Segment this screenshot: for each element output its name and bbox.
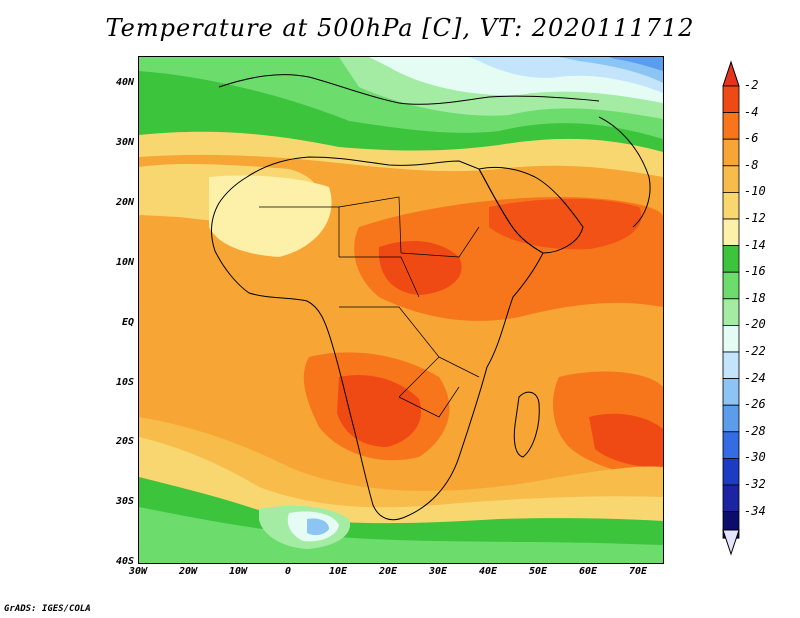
x-tick-label: 20E xyxy=(378,566,398,577)
colorbar-segment xyxy=(722,457,740,486)
colorbar-segment xyxy=(722,138,740,167)
colorbar-segment xyxy=(722,271,740,300)
colorbar-segment xyxy=(722,324,740,353)
y-tick-label: 30S xyxy=(115,496,134,507)
colorbar-segment xyxy=(722,378,740,406)
colorbar-segment xyxy=(722,85,740,114)
y-tick-label: 10N xyxy=(115,257,134,268)
x-tick-label: 70E xyxy=(628,566,648,577)
map-panel xyxy=(138,56,664,564)
x-tick-label: 60E xyxy=(578,566,598,577)
country-borders xyxy=(259,196,480,418)
colorbar-segment xyxy=(722,484,740,513)
colorbar-segment xyxy=(722,351,740,380)
colorbar-label: -28 xyxy=(744,423,766,438)
colorbar-segment xyxy=(722,165,740,193)
colorbar-label: -30 xyxy=(744,450,766,465)
chart-title: Temperature at 500hPa [C], VT: 202011171… xyxy=(105,14,695,42)
colorbar-segment xyxy=(722,404,740,433)
colorbar-label: -14 xyxy=(744,237,766,252)
colorbar-label: -20 xyxy=(744,317,766,332)
field-red-arabia xyxy=(489,198,642,250)
field-blue-north xyxy=(559,57,663,83)
colorbar-label: -18 xyxy=(744,290,766,305)
colorbar xyxy=(722,60,740,556)
x-tick-label: 10E xyxy=(328,566,348,577)
field-deepblue-north xyxy=(609,57,663,71)
field-paleyellow-sahara xyxy=(209,175,332,257)
y-tick-label: 40N xyxy=(115,77,134,88)
field-blue-south xyxy=(307,518,329,536)
x-tick-label: 50E xyxy=(528,566,548,577)
colorbar-label: -2 xyxy=(744,78,759,92)
y-tick-label: 20S xyxy=(115,436,134,447)
colorbar-top-arrow xyxy=(722,60,740,87)
x-tick-label: 0 xyxy=(284,566,292,577)
colorbar-label: -26 xyxy=(744,397,766,412)
temperature-map xyxy=(139,57,663,563)
x-tick-label: 30W xyxy=(128,566,148,577)
y-tick-label: 40S xyxy=(115,556,134,567)
field-lightgreen-south xyxy=(139,507,663,563)
y-tick-label: 30N xyxy=(115,137,134,148)
colorbar-label: -10 xyxy=(744,184,766,199)
colorbar-segment xyxy=(722,218,740,247)
field-red-central xyxy=(378,241,462,295)
colorbar-segments xyxy=(722,85,740,539)
colorbar-label: -12 xyxy=(744,211,766,225)
madagascar-coastline xyxy=(513,391,540,458)
colorbar-label: -32 xyxy=(744,477,766,491)
colorbar-segment xyxy=(722,112,740,140)
colorbar-segment xyxy=(722,431,740,459)
x-tick-label: 10W xyxy=(228,566,248,577)
colorbar-label: -34 xyxy=(744,503,766,518)
y-tick-label: 20N xyxy=(115,197,134,208)
africa-coastline xyxy=(211,156,544,521)
colorbar-label: -8 xyxy=(744,157,759,172)
colorbar-segment xyxy=(722,298,740,326)
arabia-coastline xyxy=(478,166,584,254)
x-tick-label: 20W xyxy=(178,566,198,577)
colorbar-label: -22 xyxy=(744,344,766,358)
y-tick-label: 10S xyxy=(115,377,134,388)
colorbar-label: -16 xyxy=(744,264,766,279)
colorbar-segment xyxy=(722,245,740,273)
colorbar-label: -24 xyxy=(744,370,766,385)
colorbar-label: -6 xyxy=(744,131,759,146)
footer-credit: GrADS: IGES/COLA xyxy=(4,604,91,614)
x-tick-label: 30E xyxy=(428,566,448,577)
y-tick-label: EQ xyxy=(121,317,134,328)
mediterranean-coastline xyxy=(218,74,600,105)
field-red-south-africa xyxy=(337,375,422,447)
colorbar-label: -4 xyxy=(744,104,759,119)
india-coastline xyxy=(598,116,651,228)
colorbar-bottom-arrow xyxy=(722,529,740,556)
x-tick-label: 40E xyxy=(478,566,498,577)
colorbar-segment xyxy=(722,191,740,220)
field-red-indian-ocean xyxy=(589,413,663,468)
